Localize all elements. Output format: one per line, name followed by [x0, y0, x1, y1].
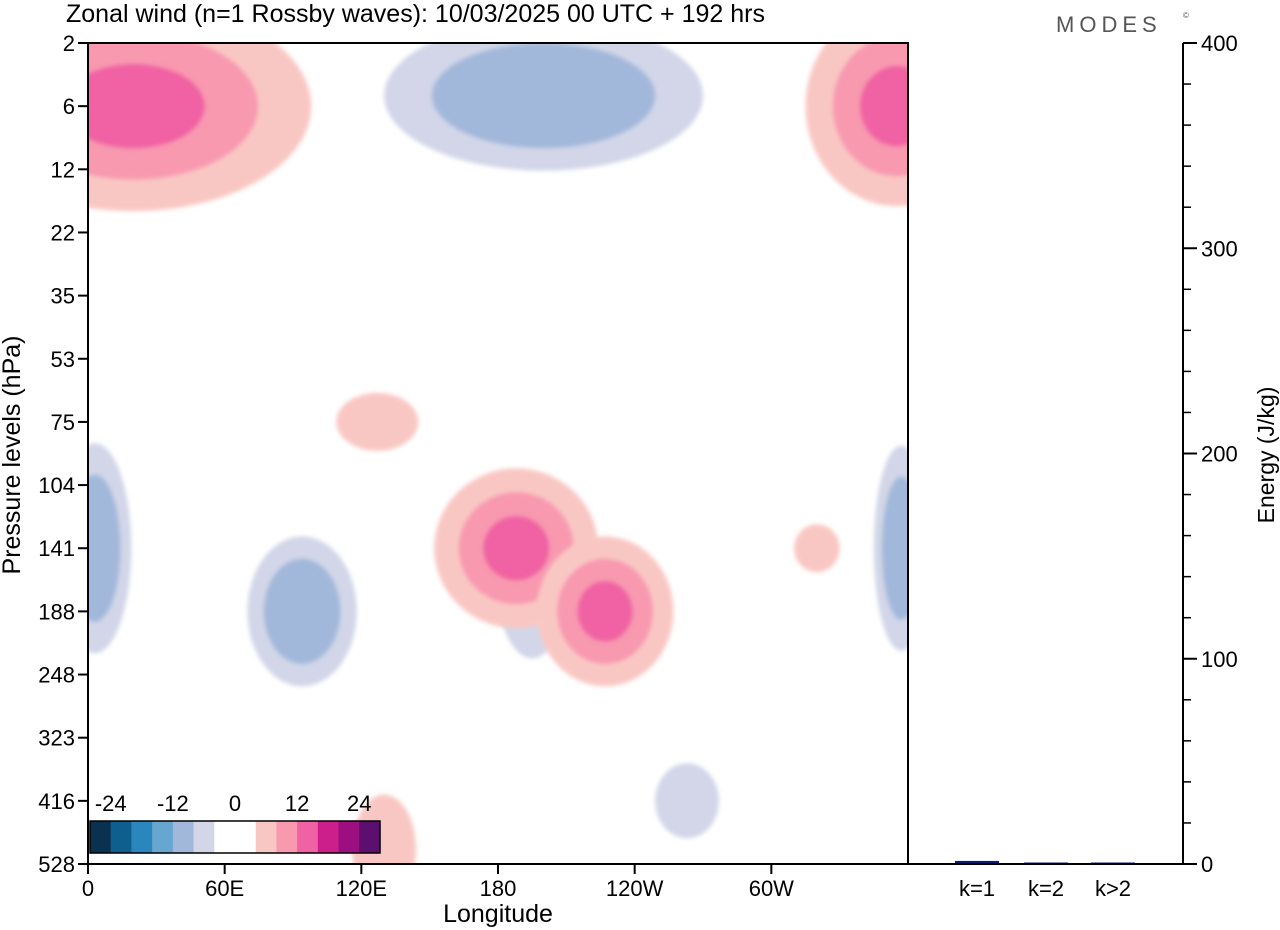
x-axis: 0 60E 120E 180 120W 60W — [82, 864, 794, 901]
colorbar-swatch — [235, 821, 257, 853]
y-tick-label: 12 — [51, 157, 75, 182]
colorbar-swatch — [214, 821, 236, 853]
colorbar: -24 -12 0 12 24 — [89, 791, 381, 854]
contour-plot — [88, 43, 908, 864]
y-tick-label: 35 — [51, 284, 75, 309]
colorbar-swatch — [172, 821, 195, 853]
positive-anomaly-level-1 — [336, 392, 419, 451]
negative-anomaly-level-2 — [431, 43, 656, 149]
y-tick-label: 104 — [38, 473, 75, 498]
colorbar-swatch — [110, 821, 132, 853]
colorbar-swatch — [90, 821, 112, 853]
negative-anomaly-level-2 — [88, 474, 121, 622]
positive-anomaly-level-3 — [577, 581, 633, 642]
colorbar-tick-label: 12 — [285, 791, 309, 816]
energy-tick-label: 300 — [1201, 236, 1238, 261]
y-tick-label: 528 — [38, 852, 75, 877]
colorbar-swatch — [193, 821, 215, 853]
colorbar-swatch — [317, 821, 340, 853]
colorbar-swatch — [297, 821, 319, 853]
colorbar-swatch — [152, 821, 174, 853]
positive-anomaly-level-3 — [860, 66, 908, 147]
colorbar-tick-label: 24 — [347, 791, 371, 816]
y-tick-label: 248 — [38, 663, 75, 688]
x-tick-label: 0 — [82, 876, 94, 901]
colorbar-swatch — [131, 821, 153, 853]
y-tick-label: 188 — [38, 599, 75, 624]
energy-tick-label: 0 — [1201, 852, 1213, 877]
energy-tick-label: 400 — [1201, 31, 1238, 56]
y-tick-label: 75 — [51, 410, 75, 435]
y-tick-label: 416 — [38, 789, 75, 814]
negative-anomaly-level-2 — [882, 476, 908, 620]
colorbar-tick-label: 0 — [229, 791, 241, 816]
colorbar-swatch — [276, 821, 298, 853]
positive-anomaly-level-1 — [794, 524, 840, 573]
energy-tick-label: 200 — [1201, 442, 1238, 467]
colorbar-swatch — [338, 821, 360, 853]
energy-tick-label: 100 — [1201, 647, 1238, 672]
energy-category-label: k>2 — [1095, 876, 1131, 901]
x-tick-label: 60W — [749, 876, 794, 901]
negative-anomaly-level-1 — [655, 763, 719, 839]
colorbar-tick-label: -24 — [95, 791, 127, 816]
energy-category-label: k=1 — [959, 876, 995, 901]
y-tick-label: 141 — [38, 536, 75, 561]
y-axis-label: Pressure levels (hPa) — [0, 336, 26, 575]
chart-title: Zonal wind (n=1 Rossby waves): 10/03/202… — [66, 0, 765, 28]
positive-anomaly-level-3 — [483, 516, 550, 581]
brand-mark: © — [1183, 11, 1189, 20]
energy-bar-chart: 0 100 200 300 400 k=1 k=2 k>2 — [955, 31, 1238, 901]
x-tick-label: 60E — [205, 876, 244, 901]
x-tick-label: 180 — [480, 876, 517, 901]
negative-anomaly-level-2 — [263, 558, 341, 664]
x-tick-label: 120E — [336, 876, 387, 901]
colorbar-swatch — [255, 821, 277, 853]
y-tick-label: 323 — [38, 726, 75, 751]
x-tick-label: 120W — [606, 876, 664, 901]
y-tick-label: 22 — [51, 220, 75, 245]
energy-category-label: k=2 — [1028, 876, 1064, 901]
colorbar-swatch — [359, 821, 381, 853]
y-tick-label: 2 — [63, 31, 75, 56]
y-axis: 2 6 12 22 35 53 75 104 141 188 248 323 416 528 — [38, 31, 88, 877]
x-axis-label: Longitude — [443, 900, 553, 928]
energy-bar — [955, 860, 999, 864]
positive-anomaly-level-3 — [88, 64, 205, 149]
y-tick-label: 6 — [63, 94, 75, 119]
brand-logo: MODES — [1056, 12, 1162, 37]
colorbar-frame — [89, 820, 381, 854]
energy-axis-label: Energy (J/kg) — [1253, 387, 1279, 524]
colorbar-tick-label: -12 — [157, 791, 189, 816]
y-tick-label: 53 — [51, 347, 75, 372]
